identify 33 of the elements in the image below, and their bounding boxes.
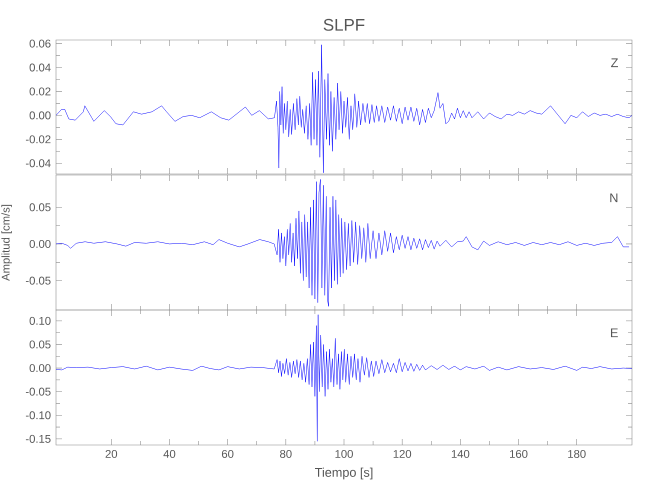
y-tick-label: 0.00 xyxy=(30,111,51,120)
y-tick-label: 0.00 xyxy=(30,364,51,372)
y-tick-label: 0.02 xyxy=(30,87,50,96)
y-tick-label: 0.04 xyxy=(30,64,51,72)
x-tick-label: 180 xyxy=(568,450,586,458)
chart-title: SLPF xyxy=(324,18,364,31)
y-tick-label: -0.05 xyxy=(26,276,51,285)
line-series xyxy=(56,44,632,174)
x-tick-label: 100 xyxy=(335,450,353,458)
y-tick-label: -0.10 xyxy=(26,411,51,420)
x-tick-label: 20 xyxy=(106,450,118,458)
x-axis-title: Tiempo [s] xyxy=(314,468,372,480)
x-tick-label: 140 xyxy=(452,450,470,458)
y-tick-label: 0.10 xyxy=(30,316,51,325)
annotation: Z xyxy=(611,58,618,68)
x-tick-label: 40 xyxy=(163,450,176,458)
x-tick-label: 60 xyxy=(222,450,234,458)
y-tick-label: -0.02 xyxy=(26,135,50,144)
x-tick-label: 80 xyxy=(280,450,292,458)
y-tick-label: -0.15 xyxy=(26,434,51,443)
y-tick-label: 0.05 xyxy=(30,340,51,348)
y-tick-label: 0.00 xyxy=(30,240,51,248)
x-tick-label: 160 xyxy=(510,450,528,458)
line-series xyxy=(56,314,632,442)
line-series xyxy=(56,179,630,307)
y-axis-title: Amplitud [cm/s] xyxy=(1,204,12,281)
y-tick-label: -0.05 xyxy=(26,388,51,396)
annotation: E xyxy=(610,328,618,338)
y-tick-label: 0.05 xyxy=(30,203,51,212)
annotation: N xyxy=(610,193,618,202)
y-tick-label: -0.04 xyxy=(26,159,51,168)
y-tick-label: 0.06 xyxy=(30,40,51,48)
x-tick-label: 120 xyxy=(394,450,412,458)
